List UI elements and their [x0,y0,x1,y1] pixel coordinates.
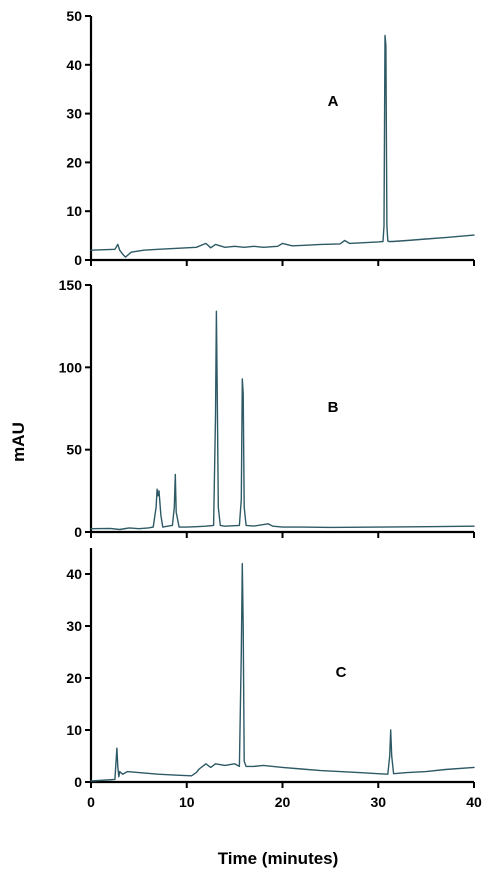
y-tick-label: 40 [66,57,82,73]
y-tick-label: 20 [66,154,82,170]
panel-label: A [328,93,339,110]
y-tick-label: 30 [66,618,82,634]
panel-a: 0 10 20 30 40 50 A [66,8,475,268]
x-axis-title: Time (minutes) [218,849,339,868]
y-tick-label: 0 [74,252,82,268]
panel-b: 0 50 100 150 B [59,277,475,540]
y-tick-label: 100 [59,359,83,375]
y-tick-label: 50 [66,8,82,24]
x-tick-label: 20 [275,794,291,810]
x-tick-label: 10 [179,794,195,810]
x-tick-label: 0 [87,794,95,810]
y-tick-label: 30 [66,106,82,122]
panel-c: 0 10 20 30 40 0 10 20 30 40 C [66,548,482,810]
panel-label: B [328,399,339,416]
y-tick-label: 40 [66,566,82,582]
panel-label: C [336,664,347,681]
trace-line-b [90,310,475,531]
x-tick-label: 40 [466,794,482,810]
y-tick-label: 0 [74,774,82,790]
trace-line-a [90,34,475,258]
y-tick-label: 0 [74,524,82,540]
x-tick-label: 30 [370,794,386,810]
y-tick-label: 150 [59,277,83,293]
y-tick-label: 10 [66,203,82,219]
y-tick-label: 10 [66,722,82,738]
panels-group: 0 10 20 30 40 50 A 0 50 100 150 B 0 10 20 30 40 0 10 20 30 40… [59,8,482,810]
y-tick-label: 50 [66,442,82,458]
trace-line-c [90,562,475,782]
y-axis-title: mAU [9,422,28,462]
y-tick-label: 20 [66,670,82,686]
